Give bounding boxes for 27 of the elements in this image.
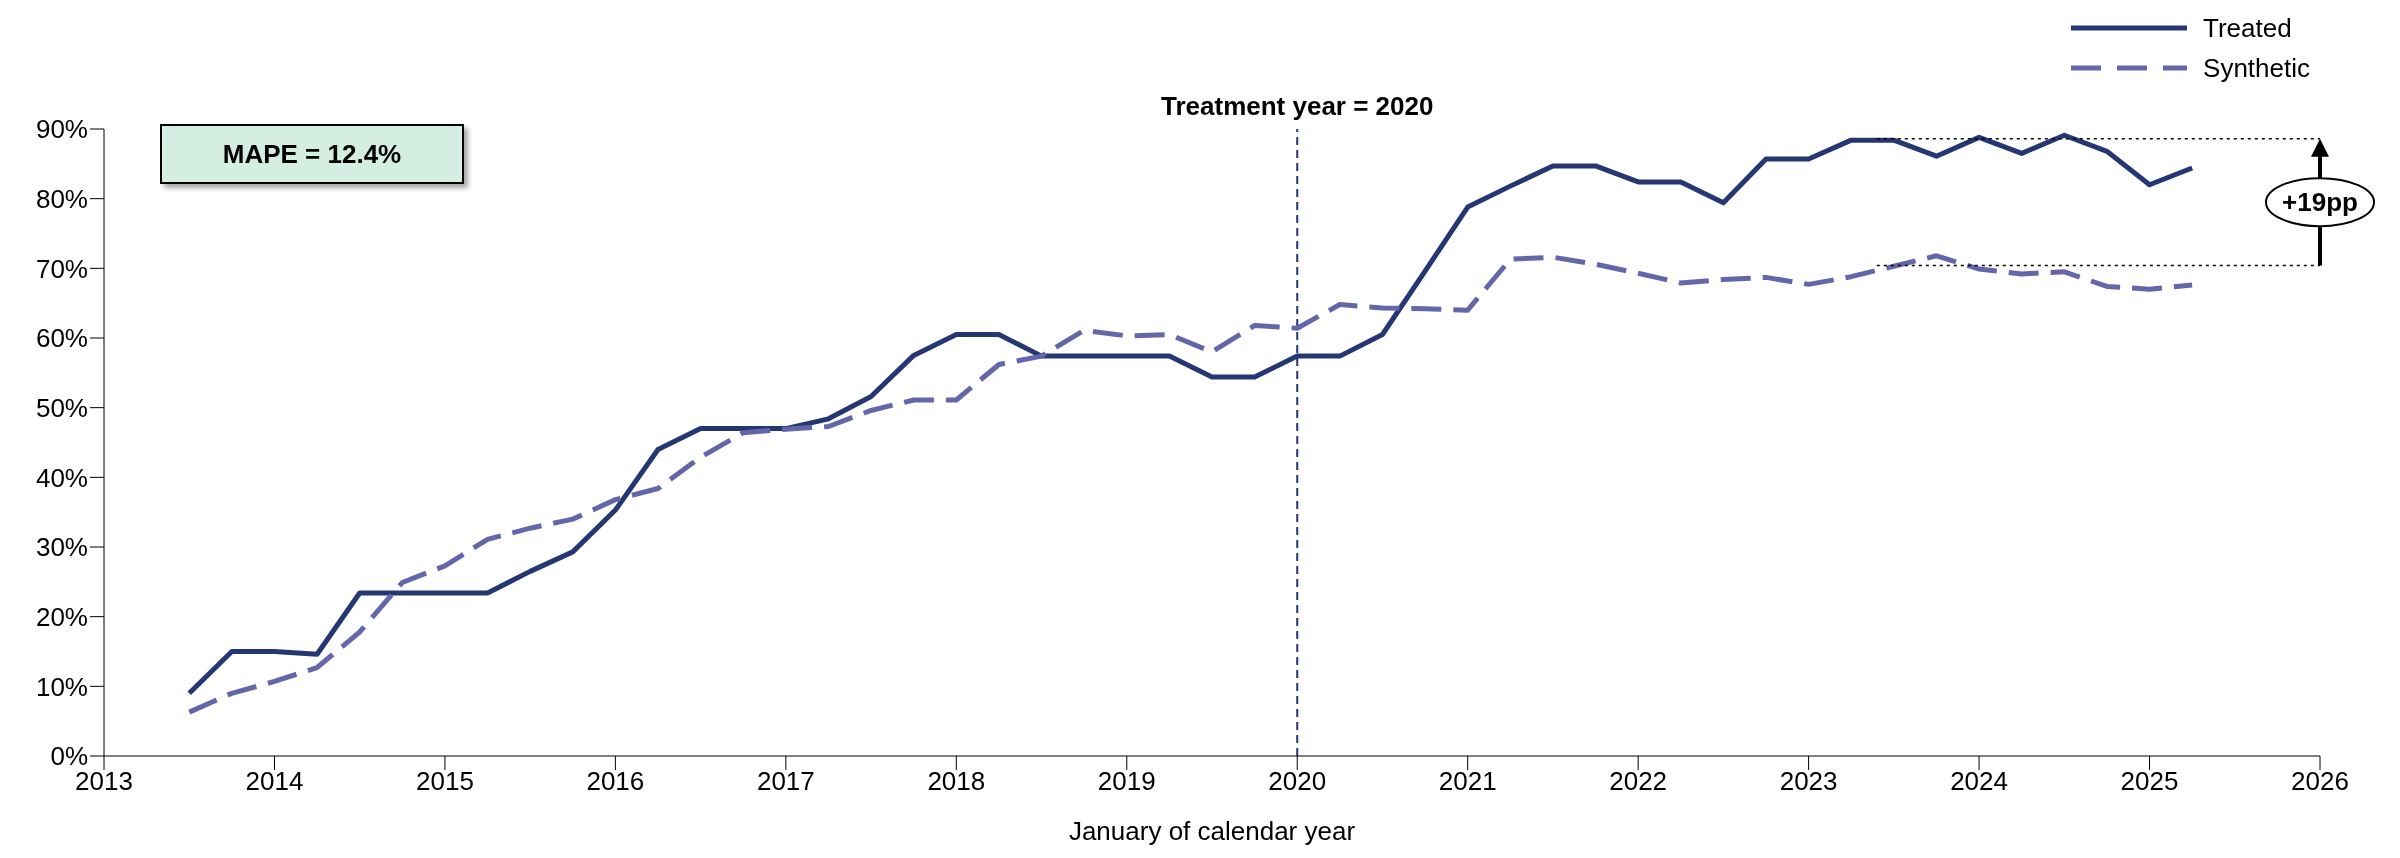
x-tick-label: 2025 [2120,766,2179,797]
x-tick-label: 2026 [2291,766,2349,797]
y-tick-label: 90% [35,114,88,145]
y-tick-label: 70% [35,253,88,284]
x-tick-label: 2020 [1268,766,1327,797]
x-tick-label: 2022 [1609,766,1668,797]
y-tick-label: 50% [35,392,88,423]
x-tick-label: 2024 [1950,766,2008,797]
x-tick-label: 2017 [756,766,815,797]
y-tick-label: 80% [35,183,88,214]
x-tick-label: 2021 [1438,766,1497,797]
y-tick-label: 10% [35,671,88,702]
x-tick-label: 2016 [586,766,645,797]
x-tick-label: 2019 [1097,766,1156,797]
y-tick-label: 60% [35,323,88,354]
y-tick-label: 30% [35,532,88,563]
y-tick-label: 40% [35,462,88,493]
x-axis-title: January of calendar year [1068,816,1356,846]
x-tick-label: 2018 [927,766,986,797]
y-tick-label: 20% [35,601,88,632]
x-tick-label: 2014 [245,766,304,797]
annotation: +19pp [2282,187,2358,218]
x-tick-label: 2023 [1779,766,1838,797]
legend-label: Synthetic [2203,52,2310,84]
legend-label: Treated [2203,12,2292,44]
x-tick-label: 2015 [416,766,474,797]
ref-line-label: Treatment year = 2020 [1161,91,1434,121]
